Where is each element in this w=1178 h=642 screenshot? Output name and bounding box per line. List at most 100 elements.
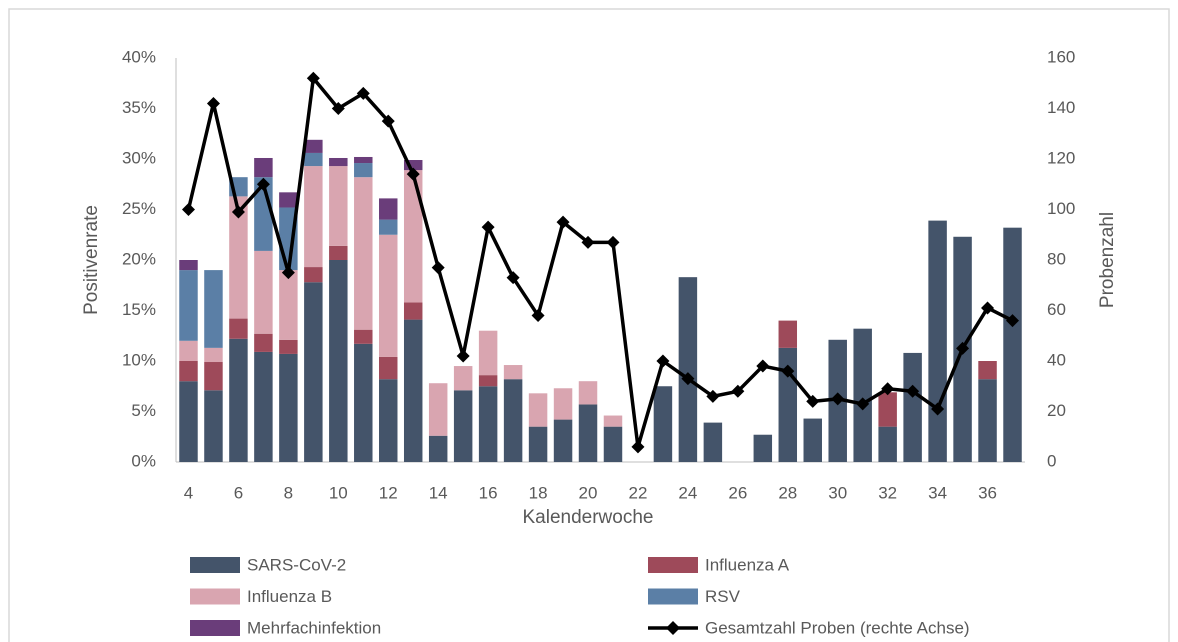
line-marker bbox=[806, 394, 820, 408]
bar-segment bbox=[304, 166, 323, 268]
bar-segment bbox=[578, 381, 598, 405]
bar-segment bbox=[379, 356, 398, 380]
legend-label: Influenza A bbox=[705, 555, 790, 574]
bar-segment bbox=[553, 419, 573, 462]
bar-segment bbox=[978, 361, 997, 380]
x-tick-label: 24 bbox=[678, 483, 697, 502]
line-marker bbox=[881, 382, 895, 396]
y2-tick-label: 80 bbox=[1047, 249, 1066, 268]
bar-segment bbox=[553, 388, 573, 420]
x-tick-label: 28 bbox=[778, 483, 797, 502]
bar-segment bbox=[254, 157, 273, 178]
line-marker bbox=[506, 271, 520, 285]
bar-segment bbox=[403, 319, 423, 462]
bar-segment bbox=[254, 250, 273, 334]
bar-segment bbox=[329, 260, 348, 462]
bar-segment bbox=[329, 245, 348, 260]
line-marker bbox=[331, 102, 345, 115]
bar-segment bbox=[403, 160, 423, 171]
bar-segment bbox=[528, 393, 548, 427]
bar-segment bbox=[279, 339, 298, 354]
legend-label: Mehrfachinfektion bbox=[247, 618, 381, 637]
x-tick-label: 16 bbox=[479, 483, 498, 502]
bar-segment bbox=[528, 426, 548, 462]
line-marker bbox=[831, 392, 845, 406]
bar-segment bbox=[354, 329, 373, 344]
bar-segment bbox=[503, 379, 523, 462]
y-tick-label: 5% bbox=[131, 401, 156, 420]
bar-segment bbox=[603, 415, 623, 427]
bar-segment bbox=[279, 192, 298, 208]
x-tick-label: 34 bbox=[928, 483, 947, 502]
bar-segment bbox=[978, 379, 997, 462]
bar-segment bbox=[453, 366, 473, 391]
line-marker bbox=[581, 235, 595, 249]
y-tick-label: 30% bbox=[122, 148, 156, 167]
line-marker bbox=[931, 402, 945, 416]
line-marker bbox=[956, 341, 970, 355]
line-marker bbox=[406, 167, 420, 181]
legend-label: Influenza B bbox=[247, 587, 332, 606]
bar-segment bbox=[603, 426, 623, 462]
y-tick-label: 35% bbox=[122, 98, 156, 117]
line-marker bbox=[456, 349, 470, 363]
bar-segment bbox=[928, 220, 947, 462]
line-marker bbox=[231, 205, 245, 219]
line-marker bbox=[256, 177, 270, 191]
line-marker bbox=[281, 266, 295, 280]
line-marker bbox=[906, 384, 920, 398]
bar-segment bbox=[379, 198, 398, 220]
bar-segment bbox=[304, 282, 323, 462]
line-marker bbox=[1006, 314, 1020, 328]
y2-tick-label: 160 bbox=[1047, 47, 1075, 66]
bar-segment bbox=[778, 320, 798, 348]
line-marker bbox=[381, 114, 395, 128]
bar-segment bbox=[179, 340, 198, 361]
bar-segment bbox=[578, 404, 598, 462]
x-tick-label: 22 bbox=[628, 483, 647, 502]
bar-segment bbox=[179, 381, 198, 462]
bar-segment bbox=[229, 338, 248, 462]
bar-segment bbox=[204, 390, 223, 462]
x-tick-label: 36 bbox=[978, 483, 997, 502]
bar-segment bbox=[204, 362, 223, 391]
bar-segment bbox=[304, 267, 323, 283]
y2-tick-label: 0 bbox=[1047, 451, 1056, 470]
x-tick-label: 18 bbox=[529, 483, 548, 502]
line-marker bbox=[431, 261, 445, 275]
x-tick-label: 14 bbox=[429, 483, 448, 502]
x-tick-label: 10 bbox=[329, 483, 348, 502]
line-marker bbox=[306, 71, 320, 85]
x-tick-label: 26 bbox=[728, 483, 747, 502]
bar-segment bbox=[703, 422, 723, 462]
y-tick-label: 10% bbox=[122, 350, 156, 369]
bar-segment bbox=[753, 434, 773, 462]
bar-segment bbox=[478, 386, 498, 462]
bar-segment bbox=[254, 351, 273, 462]
legend-swatch bbox=[648, 557, 698, 573]
bar-segment bbox=[204, 270, 223, 348]
y-axis-title: Positivenrate bbox=[81, 205, 102, 315]
legend-label: RSV bbox=[705, 587, 741, 606]
bar-segment bbox=[179, 270, 198, 341]
bar-segment bbox=[304, 152, 323, 167]
line-marker bbox=[731, 384, 745, 398]
bar-segment bbox=[403, 302, 423, 320]
x-axis-title: Kalenderwoche bbox=[523, 507, 654, 528]
line-marker bbox=[206, 96, 220, 110]
y-tick-label: 25% bbox=[122, 199, 156, 218]
line-marker bbox=[631, 440, 645, 454]
bar-segment bbox=[254, 333, 273, 352]
bar-segment bbox=[379, 219, 398, 235]
line-marker bbox=[606, 235, 620, 249]
bar-segment bbox=[354, 156, 373, 164]
bar-segment bbox=[878, 426, 897, 462]
x-tick-label: 12 bbox=[379, 483, 398, 502]
legend-swatch bbox=[648, 588, 698, 605]
bar-segment bbox=[229, 196, 248, 319]
y2-tick-label: 60 bbox=[1047, 300, 1066, 319]
line-marker bbox=[856, 397, 870, 411]
line-marker bbox=[356, 86, 370, 100]
line-marker bbox=[556, 215, 570, 229]
